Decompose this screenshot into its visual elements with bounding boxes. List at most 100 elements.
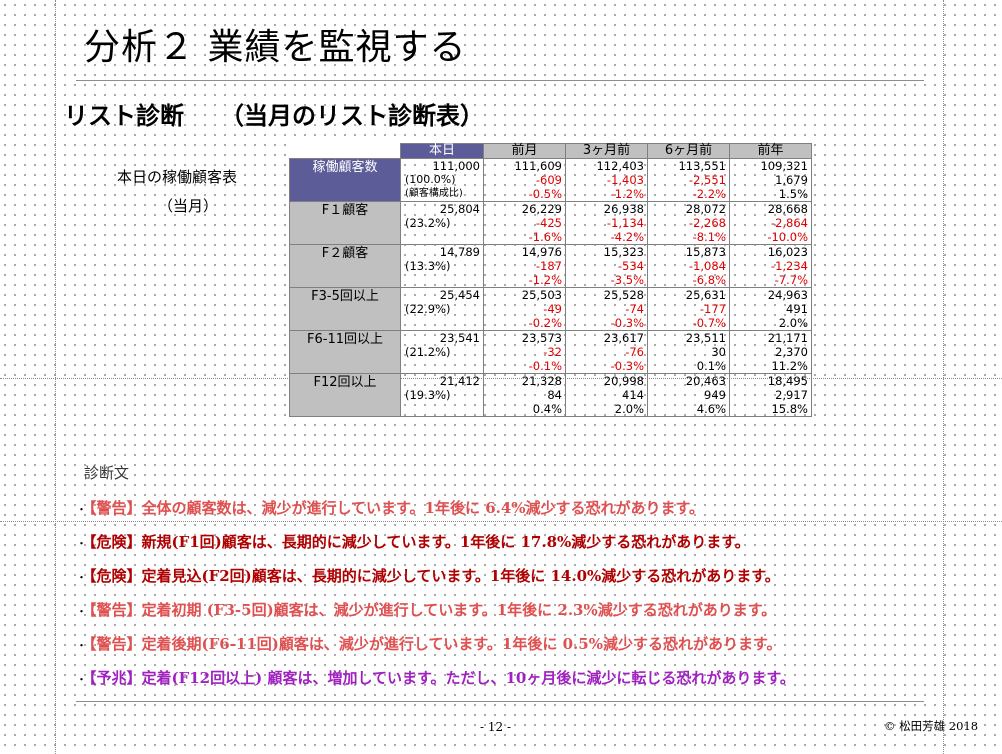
- diagnosis-message: ・【危険】定着見込(F2回)顧客は、長期的に減少しています。1年後に 14.0%…: [76, 564, 956, 598]
- page-number: - 12 -: [480, 720, 512, 734]
- footer-divider: [76, 701, 924, 702]
- slide-subtitle: リスト診断 （当月のリスト診断表）: [64, 102, 484, 130]
- value-cell: -0.7%: [647, 316, 730, 331]
- table-row: (100.0%) -609 -1,403 -2,551 1,679: [290, 173, 812, 187]
- value-cell: 24,963: [729, 287, 812, 302]
- value-cell: 20,463: [647, 373, 730, 388]
- value-cell: -3.5%: [565, 273, 648, 288]
- today-cell: 21,412: [400, 373, 484, 388]
- guide-line: [0, 521, 1002, 522]
- value-cell: 491: [729, 302, 812, 316]
- table-row: F3-5回以上 25,454 25,503 25,528 25,631 24,963: [289, 287, 812, 331]
- value-cell: -0.3%: [565, 359, 648, 374]
- value-cell: -187: [483, 259, 566, 273]
- bullet-icon: ・: [76, 571, 87, 584]
- row-group-label: F6-11回以上: [289, 330, 401, 374]
- value-cell: -534: [565, 259, 648, 273]
- today-cell: 23,541: [400, 330, 484, 345]
- today-cell: [400, 316, 484, 331]
- value-cell: 15.8%: [729, 402, 812, 417]
- slide-title: 分析２ 業績を監視する: [84, 27, 467, 68]
- copyright: © 松田芳雄 2018: [884, 719, 979, 733]
- bullet-icon: ・: [76, 537, 87, 550]
- value-cell: -32: [483, 345, 566, 359]
- column-header-last-month: 前月: [483, 143, 566, 159]
- column-header-6-months-ago: 6ヶ月前: [647, 143, 730, 159]
- today-cell: 25,454: [400, 287, 484, 302]
- value-cell: 28,668: [729, 201, 812, 216]
- table-caption: 本日の稼働顧客表: [117, 168, 238, 186]
- value-cell: -1.2%: [565, 187, 648, 202]
- value-cell: -1,084: [647, 259, 730, 273]
- value-cell: -4.2%: [565, 230, 648, 245]
- value-cell: -425: [483, 216, 566, 230]
- diagnosis-message-text: 【警告】定着初期 (F3-5回)顧客は、減少が進行しています。1年後に 2.3%…: [89, 601, 777, 619]
- diagnosis-message-text: 【警告】全体の顧客数は、減少が進行しています。1年後に 6.4%減少する恐れがあ…: [89, 499, 705, 517]
- diagnosis-message-list: ・【警告】全体の顧客数は、減少が進行しています。1年後に 6.4%減少する恐れが…: [76, 496, 956, 700]
- value-cell: 25,503: [483, 287, 566, 302]
- diagnosis-message: ・【予兆】定着(F12回以上) 顧客は、増加しています。ただし、10ヶ月後に減少…: [76, 666, 956, 700]
- guide-line: [55, 0, 56, 754]
- today-cell: (100.0%): [400, 173, 484, 187]
- table-row: F１顧客 25,804 26,229 26,938 28,072 28,668: [289, 201, 812, 245]
- bullet-icon: ・: [76, 503, 87, 516]
- value-cell: 26,938: [565, 201, 648, 216]
- row-group-label: F12回以上: [289, 373, 401, 417]
- value-cell: 2.0%: [565, 402, 648, 417]
- value-cell: -6.8%: [647, 273, 730, 288]
- diagnosis-message: ・【危険】新規(F1回)顧客は、長期的に減少しています。1年後に 17.8%減少…: [76, 530, 956, 564]
- table-row: -1.6% -4.2% -8.1% -10.0%: [290, 230, 812, 245]
- table-row: -0.2% -0.3% -0.7% 2.0%: [290, 316, 812, 331]
- table-row: (13.3%) -187 -534 -1,084 -1,234: [290, 259, 812, 273]
- value-cell: 84: [483, 388, 566, 402]
- value-cell: -1,134: [565, 216, 648, 230]
- value-cell: 15,873: [647, 244, 730, 259]
- value-cell: 23,617: [565, 330, 648, 345]
- table-row: (23.2%) -425 -1,134 -2,268 -2,864: [290, 216, 812, 230]
- value-cell: 26,229: [483, 201, 566, 216]
- value-cell: -2,551: [647, 173, 730, 187]
- value-cell: 25,528: [565, 287, 648, 302]
- column-header-today: 本日: [400, 143, 484, 159]
- value-cell: -177: [647, 302, 730, 316]
- value-cell: 112,403: [565, 158, 648, 173]
- value-cell: 2,370: [729, 345, 812, 359]
- table-row: 0.4% 2.0% 4.6% 15.8%: [290, 402, 812, 417]
- value-cell: 1,679: [729, 173, 812, 187]
- table-row: F6-11回以上 23,541 23,573 23,617 23,511 21,171: [289, 330, 812, 374]
- value-cell: 25,631: [647, 287, 730, 302]
- value-cell: -0.2%: [483, 316, 566, 331]
- value-cell: 23,511: [647, 330, 730, 345]
- table-row: (19.3%) 84 414 949 2,917: [290, 388, 812, 402]
- value-cell: -74: [565, 302, 648, 316]
- value-cell: 23,573: [483, 330, 566, 345]
- row-group-label: F１顧客: [289, 201, 401, 245]
- table-row: F２顧客 14,789 14,976 15,323 15,873 16,023: [289, 244, 812, 288]
- table-row: (22.9%) -49 -74 -177 491: [290, 302, 812, 316]
- diagnosis-message: ・【警告】定着後期(F6-11回)顧客は、減少が進行しています。1年後に 0.5…: [76, 632, 956, 666]
- today-cell: (13.3%): [400, 259, 484, 273]
- value-cell: 109,321: [729, 158, 812, 173]
- value-cell: -0.5%: [483, 187, 566, 202]
- today-cell: (23.2%): [400, 216, 484, 230]
- row-group-label: F3-5回以上: [289, 287, 401, 331]
- value-cell: 14,976: [483, 244, 566, 259]
- diagnosis-message-text: 【予兆】定着(F12回以上) 顧客は、増加しています。ただし、10ヶ月後に減少に…: [89, 669, 795, 687]
- value-cell: 30: [647, 345, 730, 359]
- today-cell: (19.3%): [400, 388, 484, 402]
- today-cell: (22.9%): [400, 302, 484, 316]
- value-cell: 15,323: [565, 244, 648, 259]
- table-row: -1.2% -3.5% -6.8% -7.7%: [290, 273, 812, 288]
- value-cell: -0.1%: [483, 359, 566, 374]
- value-cell: 949: [647, 388, 730, 402]
- guide-line: [943, 0, 944, 754]
- value-cell: 2.0%: [729, 316, 812, 331]
- table-caption-period: （当月）: [158, 197, 219, 215]
- today-cell: [400, 402, 484, 417]
- today-cell: (顧客構成比): [400, 187, 484, 202]
- today-cell: [400, 359, 484, 374]
- diagnosis-message-text: 【危険】定着見込(F2回)顧客は、長期的に減少しています。1年後に 14.0%減…: [89, 567, 780, 585]
- value-cell: 113,551: [647, 158, 730, 173]
- diagnosis-message-text: 【危険】新規(F1回)顧客は、長期的に減少しています。1年後に 17.8%減少す…: [89, 533, 750, 551]
